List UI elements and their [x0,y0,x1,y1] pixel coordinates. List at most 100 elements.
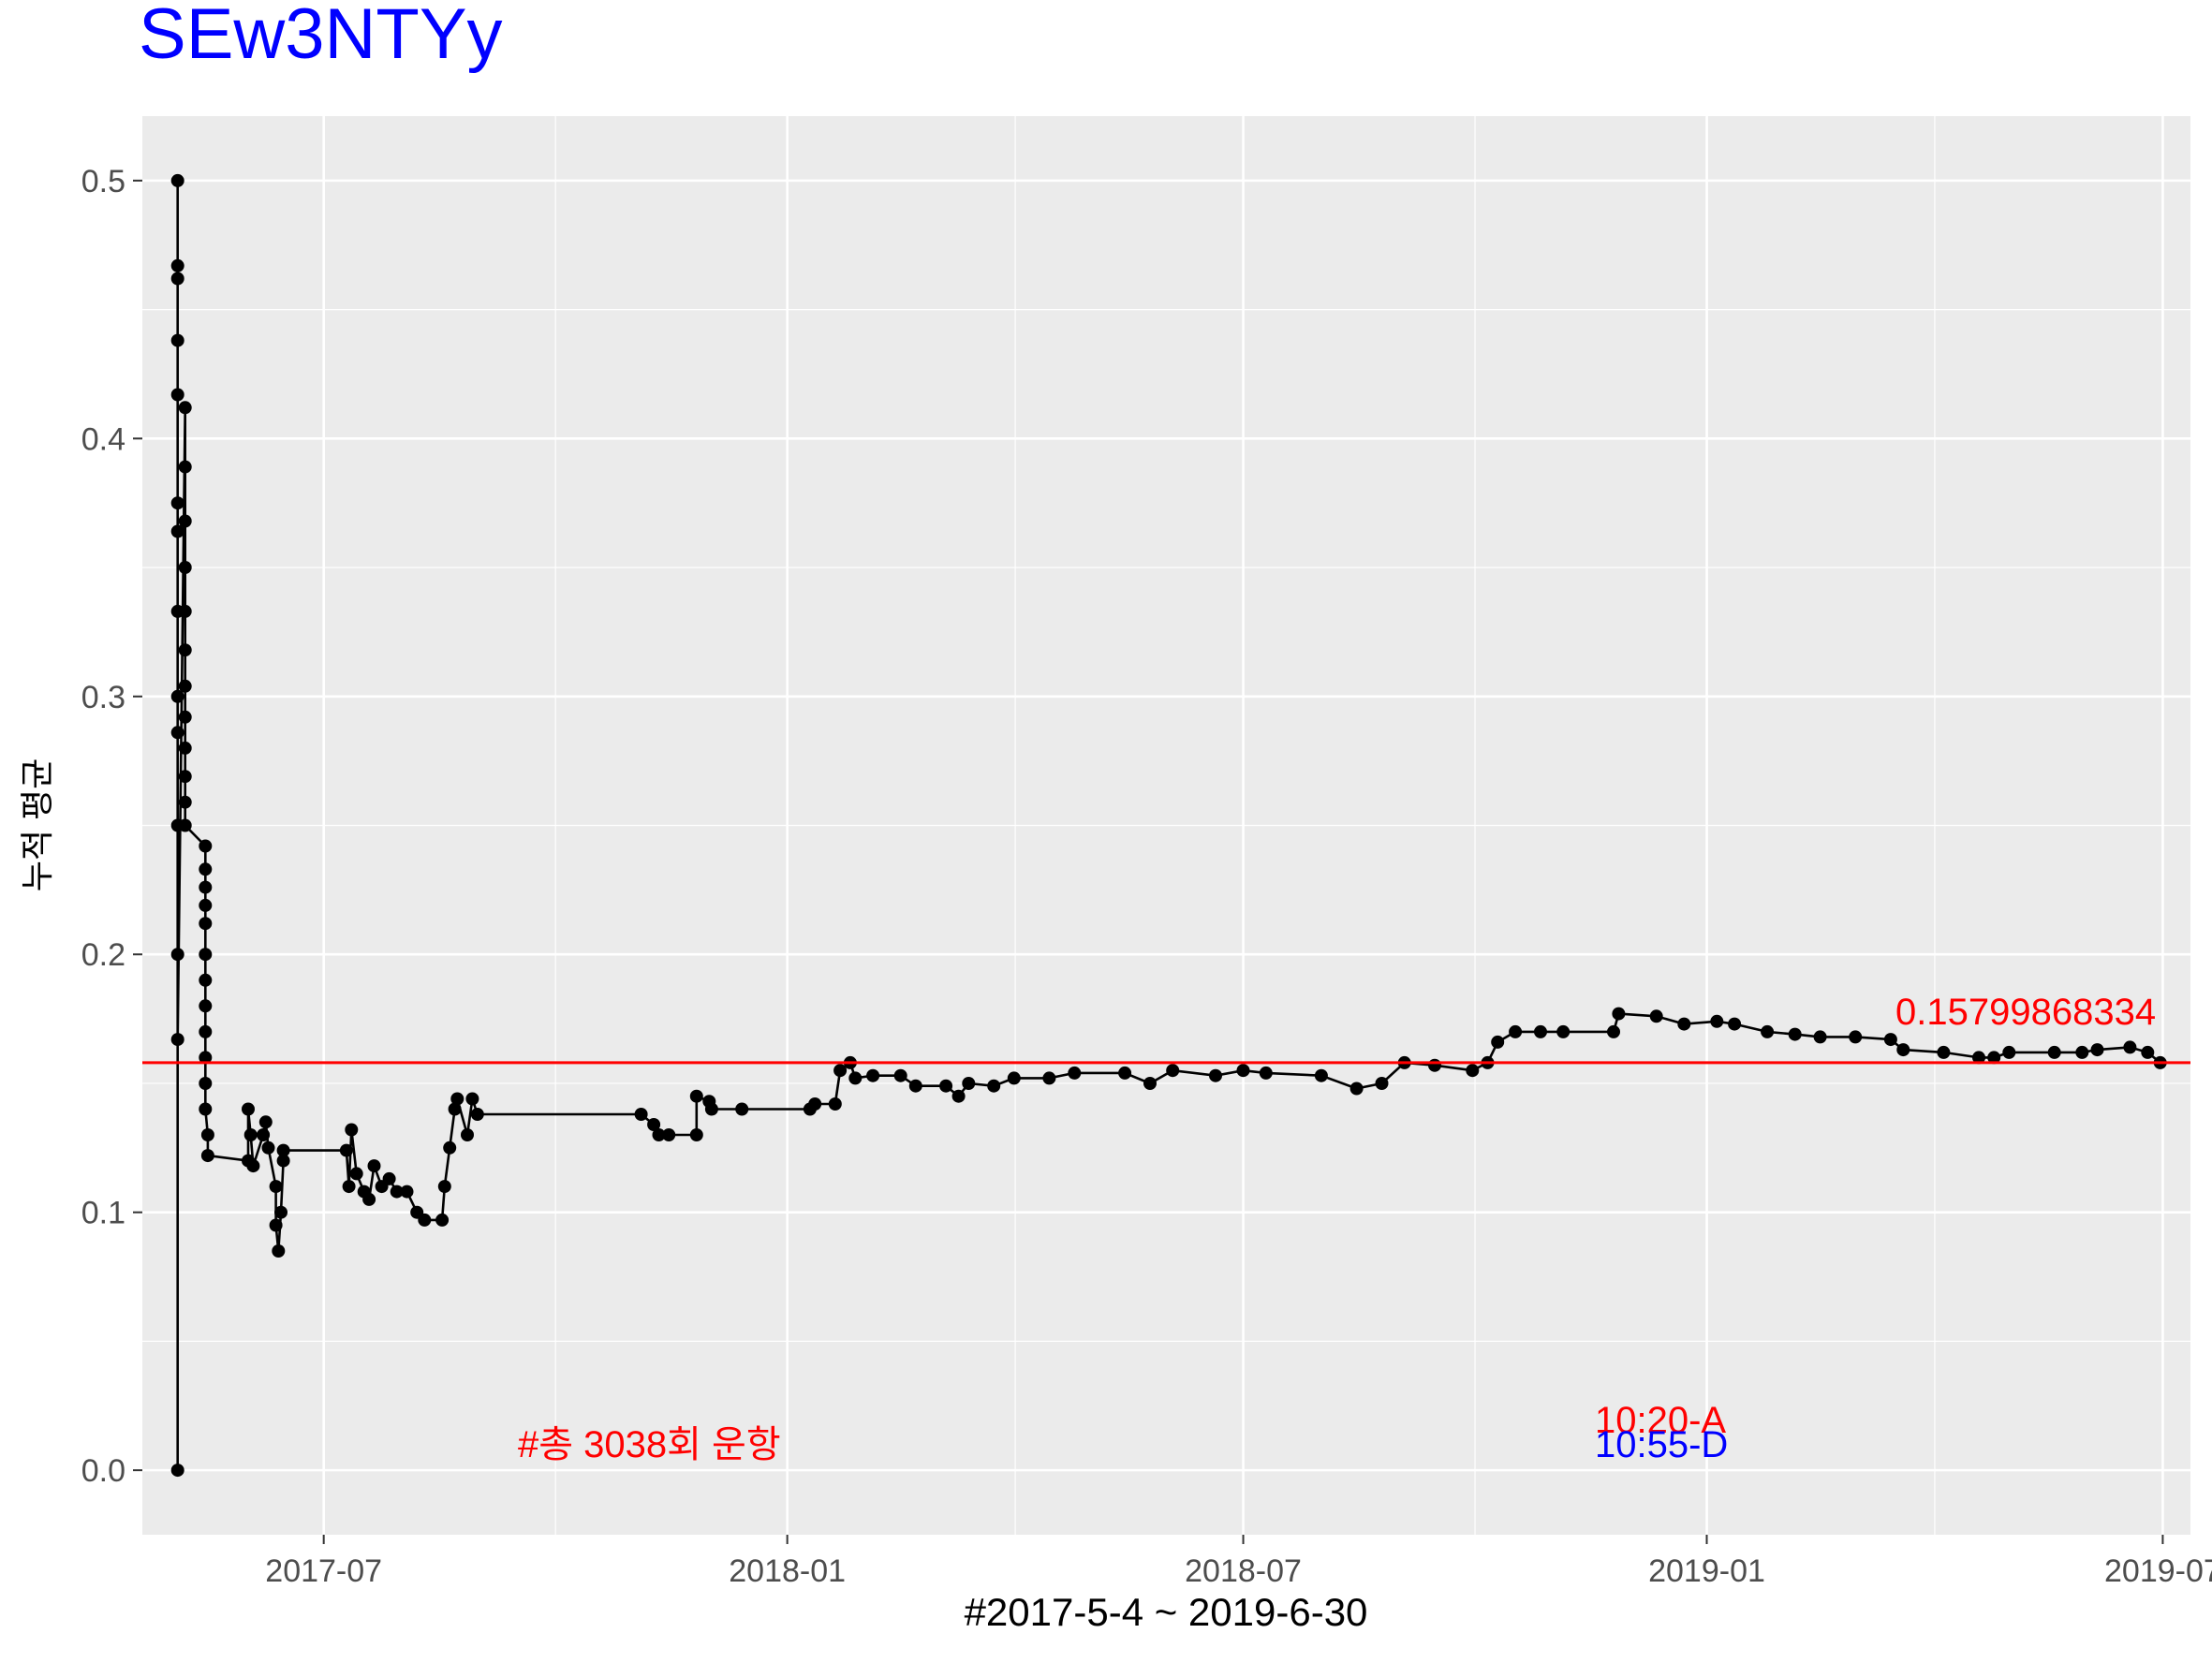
data-point [689,1089,703,1103]
data-point [735,1102,749,1116]
data-point [1209,1068,1222,1082]
data-point [199,999,213,1013]
data-point [178,741,192,755]
data-point [951,1089,966,1103]
data-point [382,1171,396,1185]
data-point [435,1213,450,1227]
data-point [199,1024,213,1038]
data-point [257,1128,271,1141]
data-point [1987,1051,2001,1065]
data-point [345,1123,359,1137]
data-point [652,1128,666,1141]
data-point [199,917,213,931]
data-point [1649,1009,1663,1023]
data-point [178,710,192,724]
data-point [199,880,213,894]
data-point [1612,1007,1626,1021]
data-point [1813,1030,1827,1044]
data-point [437,1180,451,1194]
data-point [465,1092,479,1106]
data-point [808,1097,822,1111]
data-point [170,173,184,187]
data-point [893,1068,907,1082]
data-point [276,1143,290,1157]
data-point [2141,1045,2155,1059]
data-point [2002,1045,2016,1059]
data-point [272,1244,286,1258]
data-point [199,973,213,987]
data-point [246,1159,260,1173]
data-point [199,1077,213,1090]
data-point [1728,1017,1742,1031]
data-point [1007,1071,1021,1085]
data-point [178,818,192,832]
chart-title: SEw3NTYy [139,0,503,74]
data-point [170,1033,184,1047]
data-point [342,1180,356,1194]
data-point [848,1071,863,1085]
data-point [833,1064,848,1078]
data-point [170,524,184,538]
y-axis-title: 누적 평균 [18,758,56,891]
data-point [178,401,192,415]
data-point [258,1115,273,1129]
data-point [170,1464,184,1478]
data-point [1607,1024,1620,1038]
data-point [1068,1066,1082,1080]
data-point [461,1128,474,1141]
data-point [199,862,213,876]
data-point [470,1108,484,1121]
data-point [178,561,192,574]
data-point [178,460,192,474]
data-point [1710,1014,1724,1028]
y-tick-label: 0.0 [81,1453,125,1489]
data-point [199,839,213,853]
data-point [367,1159,381,1173]
data-point [170,272,184,286]
data-point [178,770,192,784]
data-point [1972,1051,1985,1065]
data-point [200,1149,214,1163]
data-point [199,948,213,962]
data-point [704,1102,718,1116]
data-point [1375,1077,1389,1090]
data-point [199,1102,213,1116]
data-point [1761,1024,1775,1038]
data-point [1937,1045,1951,1059]
x-tick-label: 2018-01 [729,1553,846,1589]
data-point [962,1077,976,1090]
data-point [1896,1043,1910,1057]
data-point [242,1102,255,1116]
data-point [1849,1030,1863,1044]
data-point [1166,1064,1180,1078]
data-point [178,795,192,809]
x-tick-label: 2017-07 [265,1553,382,1589]
data-point [2047,1045,2061,1059]
data-point [634,1108,648,1121]
data-point [1556,1024,1571,1038]
data-point [2090,1043,2104,1057]
data-point [349,1167,363,1181]
total-flights-label: #총 3038회 운항 [518,1424,781,1465]
data-point [276,1154,290,1168]
data-point [689,1128,703,1141]
data-point [170,496,184,510]
data-point [243,1128,258,1141]
data-point [662,1128,676,1141]
data-point [170,388,184,402]
data-point [200,1128,214,1141]
data-point [448,1102,462,1116]
data-point [339,1143,353,1157]
data-point [987,1079,1001,1093]
data-point [178,514,192,528]
data-point [400,1185,414,1199]
data-point [2075,1045,2089,1059]
data-point [199,898,213,912]
x-tick-label: 2019-07 [2104,1553,2212,1589]
data-point [170,726,184,740]
data-point [1259,1066,1273,1080]
data-point [170,258,184,272]
data-point [1677,1017,1691,1031]
